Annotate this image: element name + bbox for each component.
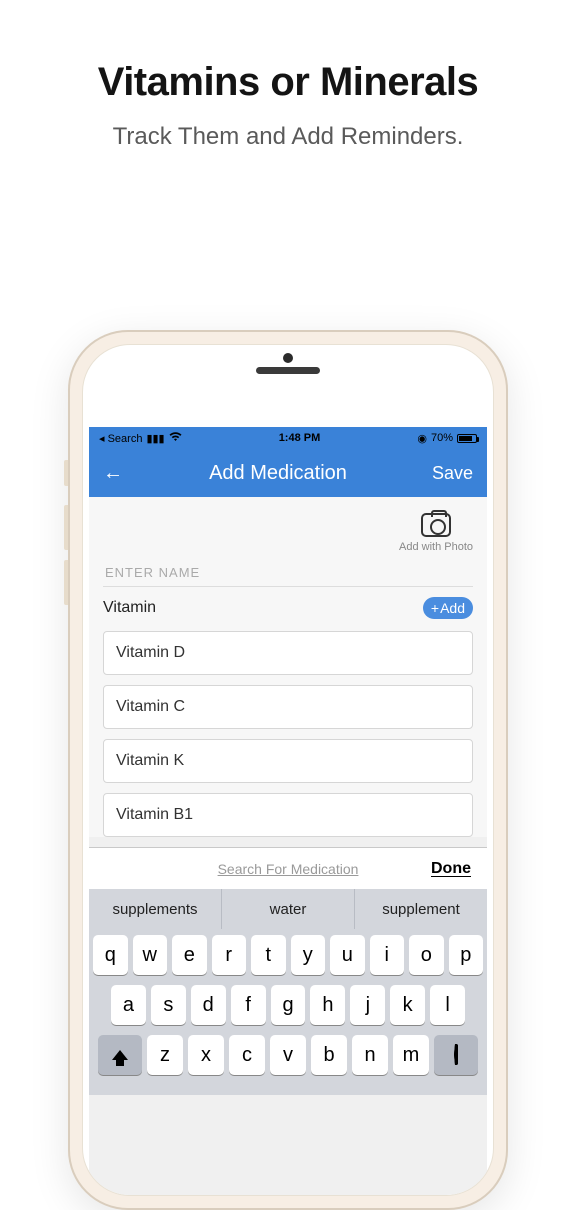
enter-name-label: ENTER NAME	[103, 557, 473, 587]
suggestion-item[interactable]: Vitamin C	[103, 685, 473, 729]
key-t[interactable]: t	[251, 935, 286, 975]
medication-name-input[interactable]: Vitamin	[103, 599, 415, 617]
phone-screen: ◂ Search ▮▮▮ 1:48 PM ◉ 70% ← Add Medicat…	[89, 427, 487, 1195]
key-m[interactable]: m	[393, 1035, 429, 1075]
nav-title: Add Medication	[209, 462, 347, 485]
add-photo-label: Add with Photo	[399, 541, 473, 553]
shift-icon	[112, 1050, 128, 1060]
key-f[interactable]: f	[231, 985, 266, 1025]
key-o[interactable]: o	[409, 935, 444, 975]
key-e[interactable]: e	[172, 935, 207, 975]
key-p[interactable]: p	[449, 935, 484, 975]
key-h[interactable]: h	[310, 985, 345, 1025]
key-k[interactable]: k	[390, 985, 425, 1025]
backspace-icon: ×	[454, 1046, 458, 1064]
phone-notch	[256, 367, 320, 374]
save-button[interactable]: Save	[423, 463, 473, 484]
key-q[interactable]: q	[93, 935, 128, 975]
key-n[interactable]: n	[352, 1035, 388, 1075]
predictive-suggestion[interactable]: water	[221, 889, 354, 929]
key-s[interactable]: s	[151, 985, 186, 1025]
key-v[interactable]: v	[270, 1035, 306, 1075]
alarm-icon: ◉	[417, 432, 427, 445]
keyboard: q w e r t y u i o p a s d f g h	[89, 929, 487, 1095]
wifi-icon	[169, 432, 182, 445]
predictive-bar: supplements water supplement	[89, 889, 487, 929]
page-headline: Vitamins or Minerals	[0, 60, 576, 105]
status-time: 1:48 PM	[279, 432, 321, 444]
shift-key[interactable]	[98, 1035, 142, 1075]
suggestion-item[interactable]: Vitamin K	[103, 739, 473, 783]
suggestion-item[interactable]: Vitamin D	[103, 631, 473, 675]
keyboard-done-button[interactable]: Done	[431, 860, 471, 878]
key-b[interactable]: b	[311, 1035, 347, 1075]
status-bar: ◂ Search ▮▮▮ 1:48 PM ◉ 70%	[89, 427, 487, 449]
phone-frame: ◂ Search ▮▮▮ 1:48 PM ◉ 70% ← Add Medicat…	[68, 330, 508, 1210]
content-area: Add with Photo ENTER NAME Vitamin +Add V…	[89, 497, 487, 837]
key-j[interactable]: j	[350, 985, 385, 1025]
speaker-grille	[256, 367, 320, 374]
key-g[interactable]: g	[271, 985, 306, 1025]
back-button[interactable]: ←	[103, 462, 133, 485]
key-z[interactable]: z	[147, 1035, 183, 1075]
key-u[interactable]: u	[330, 935, 365, 975]
key-i[interactable]: i	[370, 935, 405, 975]
front-camera	[283, 353, 293, 363]
key-x[interactable]: x	[188, 1035, 224, 1075]
phone-bezel: ◂ Search ▮▮▮ 1:48 PM ◉ 70% ← Add Medicat…	[82, 344, 494, 1196]
search-medication-link[interactable]: Search For Medication	[145, 861, 431, 877]
cell-signal-icon: ▮▮▮	[146, 432, 164, 445]
key-r[interactable]: r	[212, 935, 247, 975]
key-d[interactable]: d	[191, 985, 226, 1025]
battery-icon	[457, 434, 477, 443]
key-w[interactable]: w	[133, 935, 168, 975]
nav-bar: ← Add Medication Save	[89, 449, 487, 497]
backspace-key[interactable]: ×	[434, 1035, 478, 1075]
plus-icon: +	[431, 600, 439, 616]
back-to-app[interactable]: ◂ Search	[99, 432, 142, 445]
predictive-suggestion[interactable]: supplements	[89, 889, 221, 929]
keyboard-toolbar: Search For Medication Done	[89, 847, 487, 889]
key-l[interactable]: l	[430, 985, 465, 1025]
add-with-photo-button[interactable]: Add with Photo	[399, 513, 473, 553]
add-button[interactable]: +Add	[423, 597, 473, 619]
battery-pct: 70%	[431, 432, 453, 444]
suggestion-item[interactable]: Vitamin B1	[103, 793, 473, 837]
key-a[interactable]: a	[111, 985, 146, 1025]
key-y[interactable]: y	[291, 935, 326, 975]
key-c[interactable]: c	[229, 1035, 265, 1075]
camera-icon	[421, 513, 451, 537]
predictive-suggestion[interactable]: supplement	[354, 889, 487, 929]
page-subhead: Track Them and Add Reminders.	[0, 123, 576, 151]
